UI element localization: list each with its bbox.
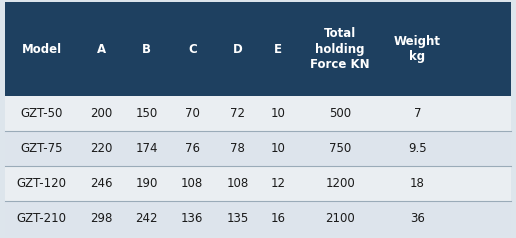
Text: Total
holding
Force KN: Total holding Force KN	[310, 27, 370, 71]
Text: 298: 298	[90, 212, 112, 225]
Text: 200: 200	[90, 107, 112, 120]
Text: 136: 136	[181, 212, 203, 225]
Text: GZT-210: GZT-210	[17, 212, 67, 225]
Text: Model: Model	[22, 43, 62, 55]
Text: GZT-120: GZT-120	[17, 177, 67, 190]
Text: 500: 500	[329, 107, 351, 120]
Text: 36: 36	[410, 212, 425, 225]
Text: 150: 150	[136, 107, 158, 120]
Text: E: E	[274, 43, 282, 55]
Text: GZT-75: GZT-75	[21, 142, 63, 155]
Text: 70: 70	[185, 107, 200, 120]
Text: 750: 750	[329, 142, 351, 155]
Text: 2100: 2100	[325, 212, 355, 225]
Text: D: D	[233, 43, 243, 55]
Text: 1200: 1200	[325, 177, 355, 190]
Text: 108: 108	[227, 177, 249, 190]
Text: 190: 190	[136, 177, 158, 190]
Text: 220: 220	[90, 142, 112, 155]
Text: 9.5: 9.5	[408, 142, 427, 155]
Text: 16: 16	[271, 212, 286, 225]
Text: 12: 12	[271, 177, 286, 190]
Text: B: B	[142, 43, 151, 55]
Text: GZT-50: GZT-50	[21, 107, 63, 120]
Text: 7: 7	[413, 107, 421, 120]
Text: C: C	[188, 43, 197, 55]
Text: Weight
kg: Weight kg	[394, 35, 441, 63]
Text: 246: 246	[90, 177, 112, 190]
Bar	[5, 166, 511, 201]
Text: 78: 78	[230, 142, 245, 155]
Text: 242: 242	[136, 212, 158, 225]
Bar	[5, 201, 511, 236]
Text: 135: 135	[227, 212, 249, 225]
Text: 18: 18	[410, 177, 425, 190]
Text: 10: 10	[271, 107, 286, 120]
Text: A: A	[96, 43, 106, 55]
Text: 76: 76	[185, 142, 200, 155]
Bar	[5, 2, 511, 96]
Bar	[5, 96, 511, 131]
Text: 72: 72	[230, 107, 245, 120]
Text: 174: 174	[136, 142, 158, 155]
Bar	[5, 131, 511, 166]
Text: 108: 108	[181, 177, 203, 190]
Text: 10: 10	[271, 142, 286, 155]
